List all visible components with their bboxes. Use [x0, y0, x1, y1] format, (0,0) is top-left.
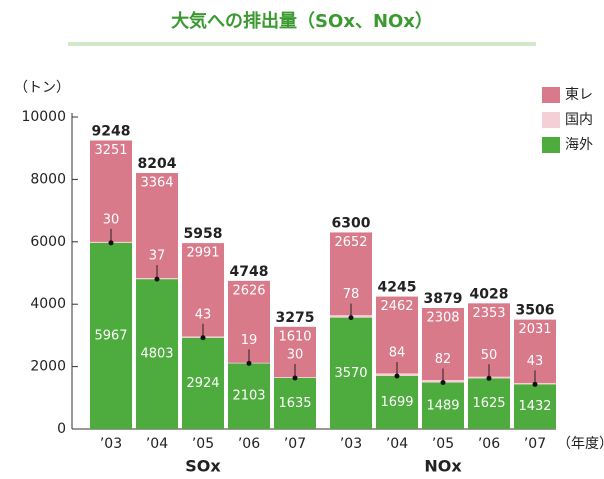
x-tick-label: ’04	[146, 436, 168, 452]
value-label: 19	[241, 333, 258, 348]
bar-segment	[136, 279, 178, 429]
x-tick-label: ’03	[100, 436, 122, 452]
value-label: 1699	[380, 395, 413, 410]
value-label: 2924	[186, 376, 219, 391]
total-label: 4028	[470, 286, 509, 302]
x-tick-label: ’07	[524, 436, 546, 452]
value-label: 30	[287, 347, 304, 362]
y-tick-label: 6000	[30, 234, 66, 250]
value-label: 4803	[140, 347, 173, 362]
leader-dot	[348, 315, 354, 321]
legend-label: 国内	[565, 112, 593, 128]
x-tick-label: ’05	[432, 436, 454, 452]
y-tick-label: 10000	[21, 109, 66, 125]
bar-segment	[330, 232, 372, 316]
leader-dot	[440, 380, 446, 386]
leader-dot	[108, 240, 114, 246]
value-label: 3570	[334, 366, 367, 381]
value-label: 50	[481, 348, 498, 363]
leader-dot	[154, 276, 160, 282]
legend-swatch	[542, 87, 560, 103]
bar-segment	[228, 280, 270, 363]
value-label: 2991	[186, 246, 219, 261]
group-label: SOx	[185, 457, 221, 476]
value-label: 3251	[94, 143, 127, 158]
bar-segment	[514, 384, 556, 429]
total-label: 9248	[92, 123, 131, 139]
y-unit: （トン）	[14, 80, 70, 96]
value-label: 2308	[426, 310, 459, 325]
value-label: 2626	[232, 283, 265, 298]
chart-title: 大気への排出量（SOx、NOx）	[171, 10, 433, 32]
x-unit: （年度）	[557, 436, 604, 452]
leader-dot	[292, 375, 298, 381]
total-label: 8204	[138, 156, 177, 172]
group-label: NOx	[424, 457, 462, 476]
value-label: 1625	[472, 396, 505, 411]
value-label: 1489	[426, 398, 459, 413]
x-tick-label: ’03	[340, 436, 362, 452]
legend-label: 海外	[565, 137, 593, 153]
leader-dot	[246, 360, 252, 366]
value-label: 5967	[94, 328, 127, 343]
total-label: 3879	[424, 291, 463, 307]
total-label: 4245	[378, 280, 417, 296]
y-tick-label: 4000	[30, 296, 66, 312]
value-label: 2031	[518, 322, 551, 337]
y-tick-label: 0	[57, 421, 66, 437]
value-label: 2462	[380, 299, 413, 314]
value-label: 1432	[518, 399, 551, 414]
bar-segment	[136, 173, 178, 278]
bar-segment	[422, 307, 464, 380]
x-tick-label: ’04	[386, 436, 408, 452]
bar-segment	[90, 140, 132, 242]
bar-segment	[274, 377, 316, 429]
total-label: 3275	[276, 310, 315, 326]
legend-swatch	[542, 112, 560, 128]
total-label: 6300	[332, 215, 371, 231]
bar-segment	[182, 243, 224, 337]
value-label: 1635	[278, 396, 311, 411]
total-label: 5958	[184, 226, 223, 242]
leader-dot	[200, 335, 206, 341]
bar-segment	[468, 378, 510, 429]
bar-segment	[422, 382, 464, 429]
value-label: 2652	[334, 235, 367, 250]
x-tick-label: ’06	[238, 436, 260, 452]
x-tick-label: ’07	[284, 436, 306, 452]
bar-segment	[376, 375, 418, 429]
value-label: 43	[527, 354, 544, 369]
leader-dot	[486, 375, 492, 381]
value-label: 3364	[140, 176, 173, 191]
leader-dot	[532, 381, 538, 387]
y-tick-label: 2000	[30, 359, 66, 375]
y-tick-label: 8000	[30, 171, 66, 187]
value-label: 43	[195, 307, 212, 322]
total-label: 4748	[230, 264, 269, 280]
value-label: 37	[149, 249, 166, 264]
legend-swatch	[542, 137, 560, 153]
bar-segment	[90, 242, 132, 429]
legend-label: 東レ	[565, 87, 593, 103]
value-label: 84	[389, 345, 406, 360]
value-label: 78	[343, 287, 360, 302]
value-label: 1610	[278, 329, 311, 344]
bar-segment	[182, 337, 224, 429]
leader-dot	[394, 373, 400, 379]
x-tick-label: ’06	[478, 436, 500, 452]
bar-segment	[376, 296, 418, 374]
value-label: 30	[103, 212, 120, 227]
value-label: 2103	[232, 389, 265, 404]
x-tick-label: ’05	[192, 436, 214, 452]
total-label: 3506	[516, 303, 555, 319]
bar-segment	[330, 317, 372, 429]
bar-segment	[228, 363, 270, 429]
value-label: 2353	[472, 306, 505, 321]
value-label: 82	[435, 352, 452, 367]
